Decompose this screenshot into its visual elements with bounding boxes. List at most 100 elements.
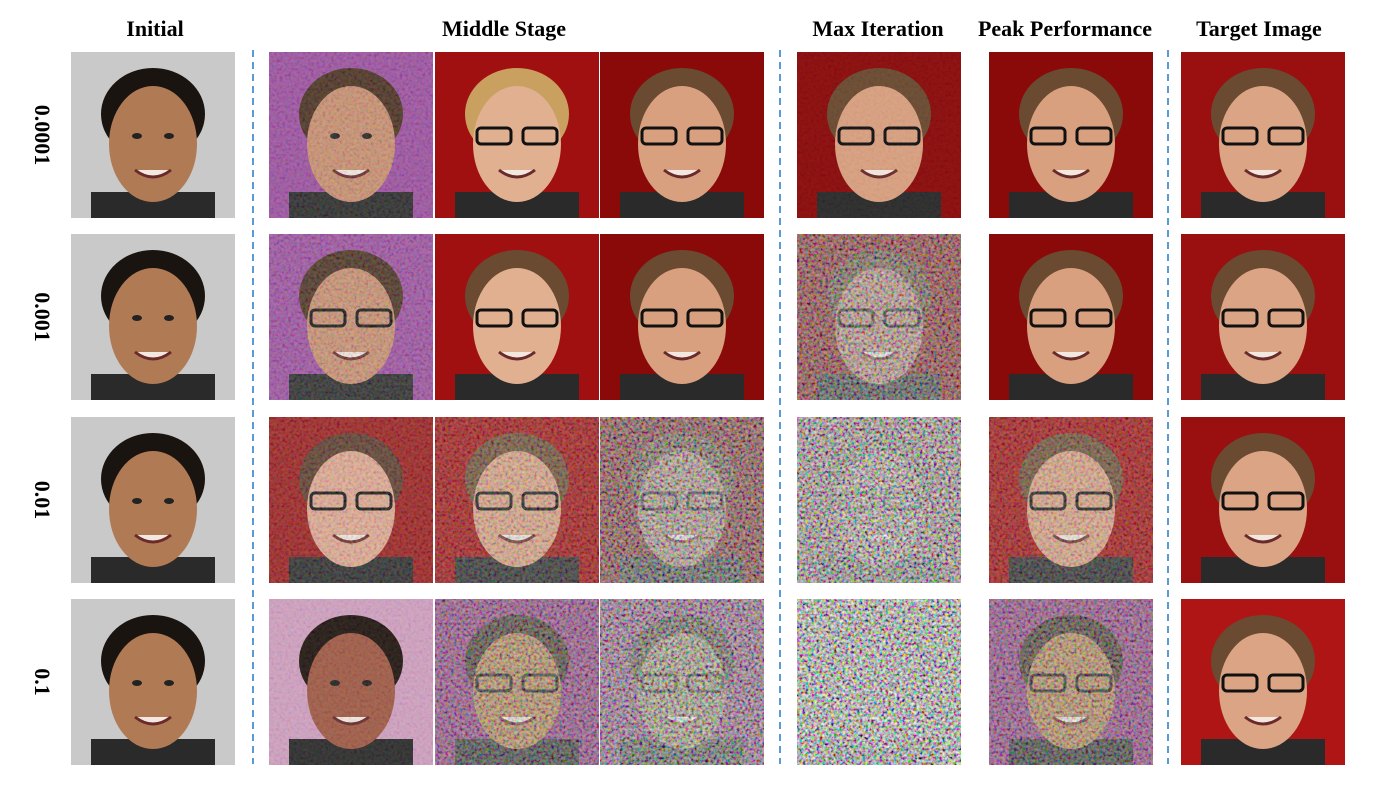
face-image (435, 599, 599, 765)
glasses (640, 308, 678, 328)
noise (435, 417, 599, 583)
face (473, 86, 561, 202)
face-image (71, 234, 235, 400)
face-image (797, 417, 961, 583)
face (1219, 633, 1307, 749)
glasses (686, 126, 724, 146)
eye (132, 133, 142, 139)
face (638, 86, 726, 202)
face-image (989, 234, 1153, 400)
mouth (1052, 168, 1090, 179)
glasses (1221, 673, 1259, 693)
face-image (989, 417, 1153, 583)
face-image (71, 417, 235, 583)
column-header: Initial (126, 16, 183, 41)
mouth (498, 350, 536, 361)
face-image (989, 52, 1153, 218)
glasses (1029, 126, 1067, 146)
face-image (600, 52, 764, 218)
face-image (1181, 599, 1345, 765)
face-image (1181, 52, 1345, 218)
face-image (269, 52, 433, 218)
column-header: Max Iteration (812, 16, 943, 41)
glasses (521, 308, 559, 328)
eye (132, 680, 142, 686)
face-image (435, 417, 599, 583)
face-image (600, 417, 764, 583)
noise (600, 599, 764, 765)
eye (132, 315, 142, 321)
glasses (475, 126, 513, 146)
mouth (134, 715, 172, 726)
face-image (797, 599, 961, 765)
face-image (435, 234, 599, 400)
face (109, 633, 197, 749)
face-image (797, 52, 961, 218)
face (1219, 268, 1307, 384)
image-grid (71, 52, 1345, 765)
face (638, 268, 726, 384)
noise (989, 417, 1153, 583)
face-image (600, 234, 764, 400)
noise (797, 234, 961, 400)
mouth (1052, 350, 1090, 361)
eye (132, 498, 142, 504)
face-image (71, 52, 235, 218)
face-image (1181, 417, 1345, 583)
glasses (475, 308, 513, 328)
row-label: 0.01 (30, 481, 55, 520)
glasses (1221, 308, 1259, 328)
noise (989, 599, 1153, 765)
face (109, 86, 197, 202)
noise (797, 52, 961, 218)
face (109, 451, 197, 567)
face-image (269, 417, 433, 583)
glasses (521, 126, 559, 146)
glasses (1267, 673, 1305, 693)
glasses (686, 308, 724, 328)
glasses (1221, 126, 1259, 146)
noise (269, 599, 433, 765)
glasses (1267, 308, 1305, 328)
face-image (1181, 234, 1345, 400)
row-label: 0.0001 (30, 105, 55, 166)
face-image (269, 599, 433, 765)
mouth (134, 168, 172, 179)
glasses (1221, 491, 1259, 511)
eye (164, 315, 174, 321)
glasses (1267, 491, 1305, 511)
glasses (1075, 308, 1113, 328)
row-label: 0.1 (30, 668, 55, 696)
eye (164, 133, 174, 139)
face-image (989, 599, 1153, 765)
face-image (71, 599, 235, 765)
face (1219, 86, 1307, 202)
noise (269, 234, 433, 400)
glasses (1075, 126, 1113, 146)
face (1027, 268, 1115, 384)
mouth (134, 533, 172, 544)
glasses (640, 126, 678, 146)
noise (797, 417, 961, 583)
mouth (663, 168, 701, 179)
column-header: Peak Performance (978, 16, 1152, 41)
noise (600, 417, 764, 583)
face-image (797, 234, 961, 400)
mouth (498, 168, 536, 179)
noise (435, 599, 599, 765)
eye (164, 498, 174, 504)
mouth (1244, 350, 1282, 361)
face-image (269, 234, 433, 400)
mouth (1244, 168, 1282, 179)
face-image (435, 52, 599, 218)
column-header: Target Image (1196, 16, 1322, 41)
mouth (1244, 715, 1282, 726)
face-image (600, 599, 764, 765)
mouth (134, 350, 172, 361)
face (473, 268, 561, 384)
face (109, 268, 197, 384)
mouth (663, 350, 701, 361)
noise (797, 599, 961, 765)
